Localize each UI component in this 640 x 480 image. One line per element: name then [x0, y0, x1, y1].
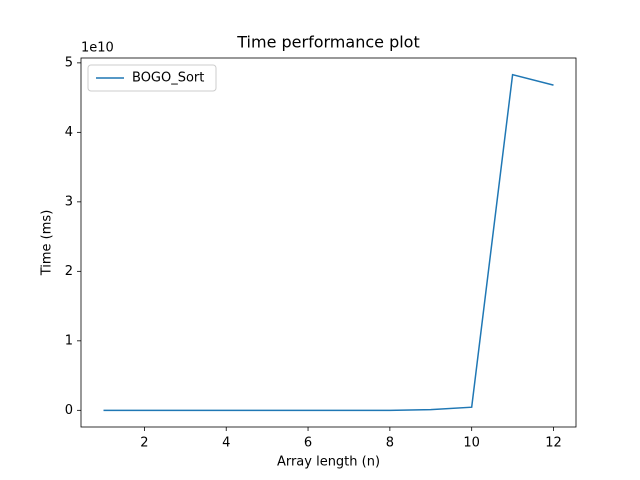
y-offset-label: 1e10	[81, 41, 114, 56]
y-tick-label: 4	[65, 125, 73, 140]
legend-label: BOGO_Sort	[132, 71, 204, 86]
x-tick-label: 12	[545, 436, 562, 451]
x-tick-label: 2	[140, 436, 148, 451]
legend-frame	[87, 64, 217, 92]
x-axis-label: Array length (n)	[277, 455, 380, 470]
chart-title: Time performance plot	[236, 33, 419, 52]
legend: BOGO_Sort	[87, 64, 217, 92]
y-tick-label: 2	[65, 264, 73, 279]
y-tick-label: 3	[65, 194, 73, 209]
y-tick-label: 1	[65, 333, 73, 348]
x-tick-label: 10	[463, 436, 480, 451]
x-tick-label: 4	[222, 436, 230, 451]
y-axis-label: Time (ms)	[40, 210, 55, 277]
y-tick-label: 0	[65, 403, 73, 418]
x-tick-label: 8	[386, 436, 394, 451]
plot-frame	[80, 57, 577, 428]
x-tick-label: 6	[304, 436, 312, 451]
line	[103, 73, 554, 412]
y-tick-label: 5	[65, 55, 73, 70]
